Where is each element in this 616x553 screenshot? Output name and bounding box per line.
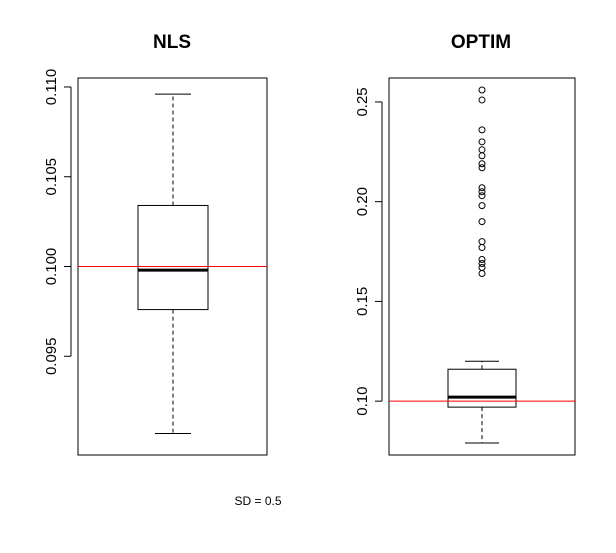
y-tick-label: 0.15 [354,287,371,316]
outlier-point [478,164,486,172]
y-tick-label: 0.25 [354,87,371,116]
y-axis: 0.10 0.15 0.20 0.25 [354,87,383,416]
outlier-point [478,146,486,154]
boxplot-marks [78,93,267,434]
chart-title: NLS [153,32,191,53]
outlier-point [478,138,486,146]
panel-nls: NLS 0.095 0.100 0.105 0.110 [43,32,268,456]
iqr-box [447,368,517,408]
outlier-point [478,188,486,196]
outlier-point [478,256,486,264]
iqr-box [137,204,209,311]
outlier-point [478,126,486,134]
outlier-point [478,263,486,271]
outlier-point [478,184,486,192]
y-tick-label: 0.095 [43,337,60,375]
y-tick-label: 0.20 [354,187,371,216]
outlier-point [478,218,486,226]
outlier-point [478,192,486,200]
y-tick-label: 0.100 [43,248,60,286]
outlier-point [478,244,486,252]
y-tick-label: 0.110 [43,69,60,105]
panel-optim: OPTIM 0.10 0.15 0.20 0.25 [354,32,576,456]
outlier-point [478,152,486,160]
outlier-point [478,202,486,210]
y-tick-label: 0.10 [354,387,371,416]
outlier-point [478,269,486,277]
outlier-point [478,160,486,168]
outlier-point [478,86,486,94]
boxplot-marks [389,86,575,444]
figure-caption: SD = 0.5 [234,494,282,508]
plot-frame [388,77,576,456]
y-axis: 0.095 0.100 0.105 0.110 [43,69,72,375]
y-tick-label: 0.105 [43,158,60,196]
outlier-point [478,238,486,246]
chart-title: OPTIM [451,32,511,53]
outlier-point [478,96,486,104]
outlier-point [478,260,486,268]
